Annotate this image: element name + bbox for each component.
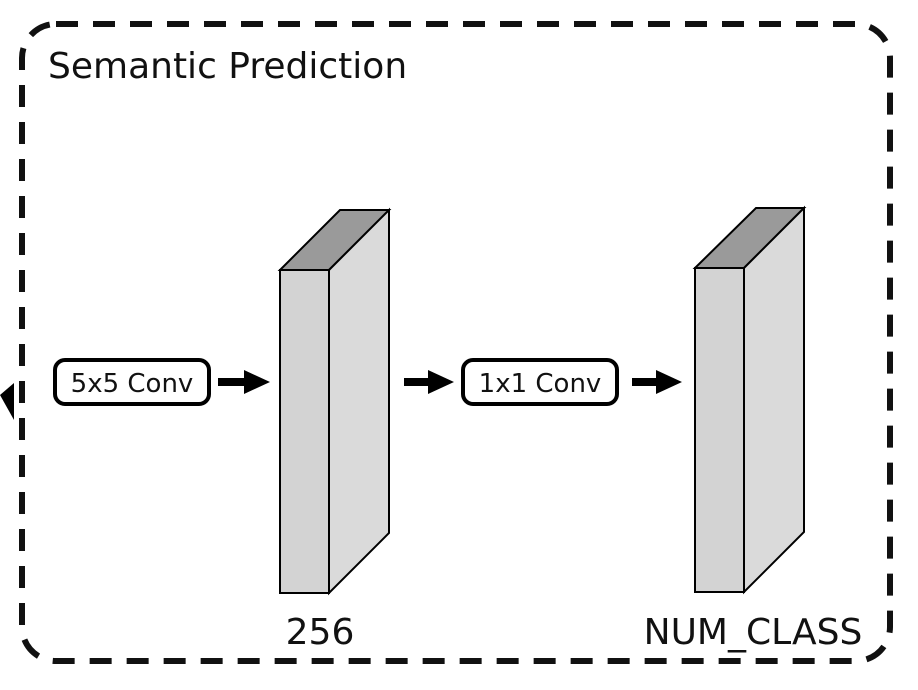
conv-5x5-box <box>53 358 211 406</box>
incoming-arrow-icon <box>0 383 14 420</box>
feature-map-num-class <box>692 205 807 595</box>
diagram-title: Semantic Prediction <box>48 46 407 87</box>
feature-map-num-class-side <box>743 205 805 595</box>
conv-1x1-block: 1x1 Conv <box>461 358 619 406</box>
feature-map-num-class-front <box>694 267 745 593</box>
feature-map-256-label: 256 <box>286 612 355 653</box>
conv-5x5-block: 5x5 Conv <box>53 358 211 406</box>
arrow-to-conv-1x1 <box>404 370 454 394</box>
conv-5x5-label: 5x5 Conv <box>71 369 194 399</box>
conv-1x1-label: 1x1 Conv <box>479 369 602 399</box>
arrow-to-feature-map-2 <box>632 370 682 394</box>
arrow-to-feature-map-1 <box>218 370 270 394</box>
feature-map-256 <box>277 207 392 596</box>
feature-map-256-front <box>279 269 330 594</box>
feature-map-num-class-label: NUM_CLASS <box>644 612 863 653</box>
feature-map-256-side <box>328 207 390 596</box>
conv-1x1-box <box>461 358 619 406</box>
